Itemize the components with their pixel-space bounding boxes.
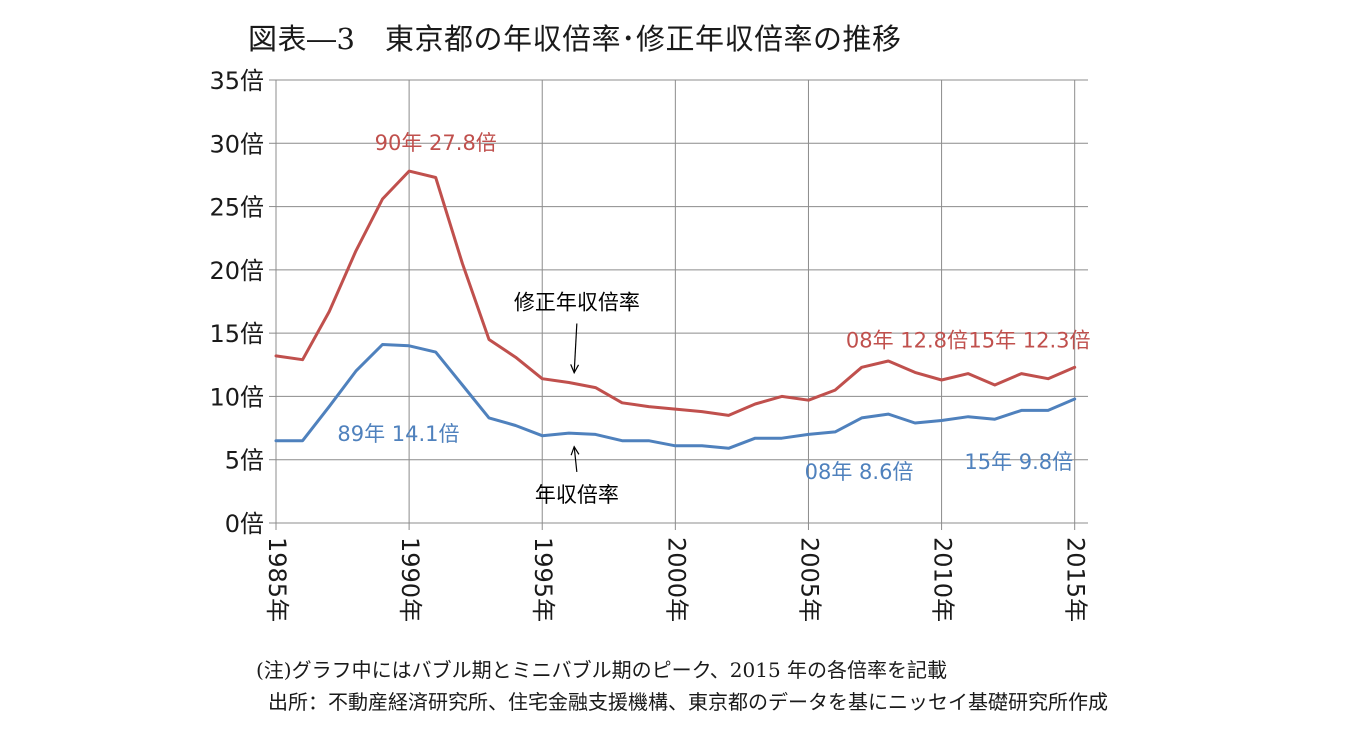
- y-tick-label: 20倍: [209, 257, 264, 285]
- series-layer: [274, 169, 1077, 450]
- y-tick-label: 0倍: [225, 510, 264, 538]
- x-tick-label: 2000年: [662, 537, 690, 622]
- series-label-arrow: [573, 323, 578, 373]
- series-label-arrowhead: [570, 445, 580, 456]
- series-line-adjusted-ratio: [274, 169, 1077, 417]
- series-label: 年収倍率: [535, 483, 619, 507]
- data-annotation: 15年 9.8倍: [964, 450, 1073, 474]
- y-tick-label: 25倍: [209, 194, 264, 222]
- series-line-income-ratio: [274, 343, 1077, 450]
- axis-layer: 0倍 5倍 10倍 15倍 20倍 25倍 30倍 35倍 1985年 1990年 1995年 200…: [209, 67, 1089, 622]
- y-tick-label: 10倍: [209, 383, 264, 411]
- chart-title: 図表―3 東京都の年収倍率･修正年収倍率の推移: [248, 22, 902, 56]
- data-annotation: 89年 14.1倍: [337, 422, 459, 446]
- y-tick-label: 15倍: [209, 320, 264, 348]
- data-annotation: 90年 27.8倍: [375, 131, 497, 155]
- x-tick-label: 1985年: [263, 537, 291, 622]
- series-label: 修正年収倍率: [514, 291, 640, 315]
- chart-svg: 0倍 5倍 10倍 15倍 20倍 25倍 30倍 35倍 1985年 1990年 1995年 200…: [209, 67, 1090, 622]
- x-tick-label: 1995年: [529, 537, 557, 622]
- grid-layer: [276, 79, 1088, 523]
- y-tick-label: 30倍: [209, 130, 264, 158]
- x-tick-label: 2005年: [795, 537, 823, 622]
- series-label-arrow: [573, 446, 578, 472]
- series-label-arrowhead: [570, 364, 580, 375]
- data-annotation: 08年 12.8倍: [846, 328, 968, 352]
- x-tick-label: 2015年: [1062, 537, 1090, 622]
- chart-note: (注)グラフ中にはバブル期とミニバブル期のピーク、2015 年の各倍率を記載: [256, 658, 948, 682]
- data-annotation: 15年 12.3倍: [968, 328, 1090, 352]
- data-annotation: 08年 8.6倍: [805, 460, 914, 484]
- y-tick-label: 35倍: [209, 67, 264, 95]
- x-tick-label: 2010年: [929, 537, 957, 622]
- y-tick-label: 5倍: [225, 447, 264, 475]
- chart-source: 出所：不動産経済研究所、住宅金融支援機構、東京都のデータを基にニッセイ基礎研究所…: [268, 690, 1108, 714]
- x-tick-label: 1990年: [396, 537, 424, 622]
